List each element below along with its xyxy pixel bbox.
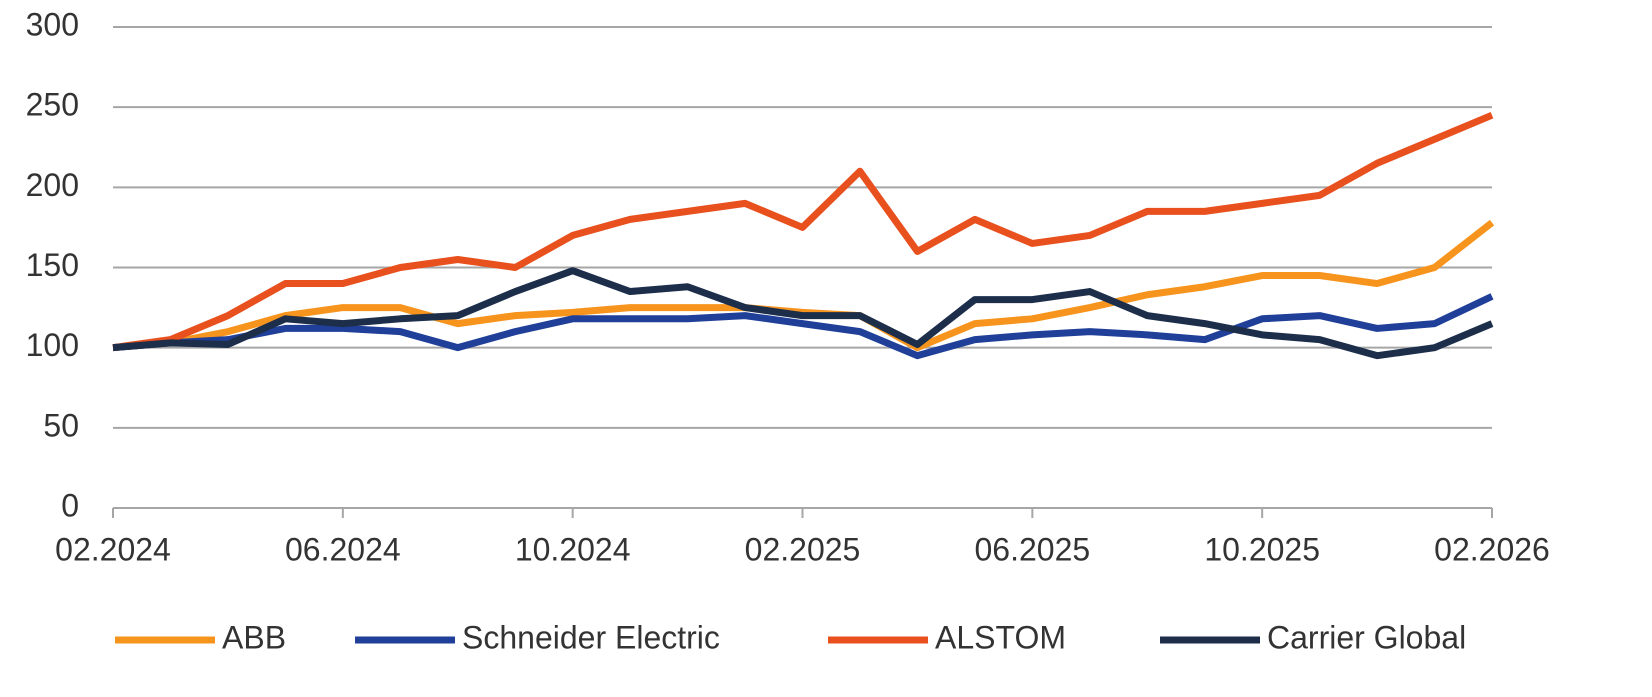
x-tick-label: 10.2025	[1204, 531, 1320, 567]
y-tick-label: 50	[43, 407, 79, 443]
y-tick-label: 150	[26, 247, 79, 283]
series-line	[112, 293, 1494, 360]
y-tick-label: 100	[26, 327, 79, 363]
y-tick-label: 250	[26, 87, 79, 123]
x-tick-label: 06.2025	[974, 531, 1090, 567]
series-line	[112, 267, 1494, 360]
x-tick-label: 02.2025	[745, 531, 861, 567]
y-tick-label: 0	[61, 487, 79, 523]
x-tick-label: 10.2024	[515, 531, 631, 567]
y-tick-label: 200	[26, 167, 79, 203]
series-line	[112, 111, 1494, 352]
x-tick-label: 02.2024	[55, 531, 171, 567]
legend-label: ALSTOM	[935, 619, 1066, 655]
legend-label: ABB	[222, 619, 286, 655]
x-tick-label: 02.2026	[1434, 531, 1550, 567]
x-tick-label: 06.2024	[285, 531, 401, 567]
y-tick-label: 300	[26, 6, 79, 42]
legend-label: Schneider Electric	[462, 619, 720, 655]
legend-label: Carrier Global	[1267, 619, 1466, 655]
